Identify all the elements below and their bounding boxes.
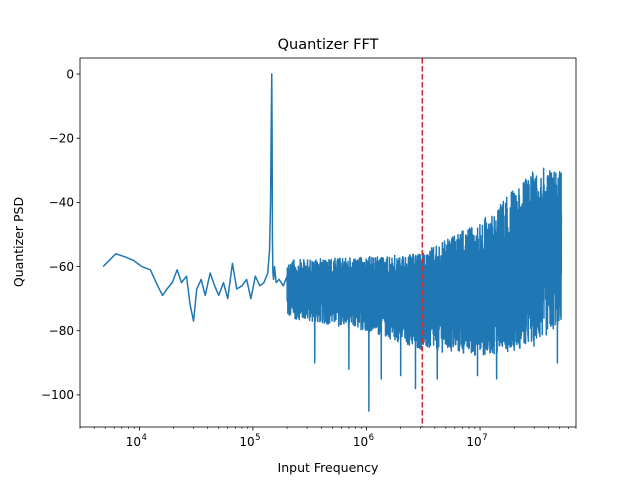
axes-frame: [79, 57, 577, 428]
x-tick-label: 107: [466, 433, 487, 449]
y-axis-label: Quantizer PSD: [11, 197, 26, 287]
y-axis-ticks: 0 −20 −40 −60 −80 −100: [41, 67, 80, 402]
y-tick-label: −100: [41, 388, 74, 402]
x-axis-ticks: 104 105 106 107: [79, 427, 577, 449]
y-tick-label: −80: [49, 324, 74, 338]
y-tick-label: −60: [49, 260, 74, 274]
y-tick-label: −20: [49, 132, 74, 146]
plot-area: [102, 58, 563, 427]
x-axis-label: Input Frequency: [278, 460, 380, 475]
y-tick-label: 0: [66, 67, 74, 81]
psd-series-line: [102, 73, 563, 412]
x-tick-label: 104: [126, 433, 147, 449]
x-tick-label: 106: [353, 433, 374, 449]
chart-title: Quantizer FFT: [278, 37, 379, 53]
series-group: [102, 58, 563, 427]
x-tick-label: 105: [239, 433, 260, 449]
y-tick-label: −40: [49, 196, 74, 210]
